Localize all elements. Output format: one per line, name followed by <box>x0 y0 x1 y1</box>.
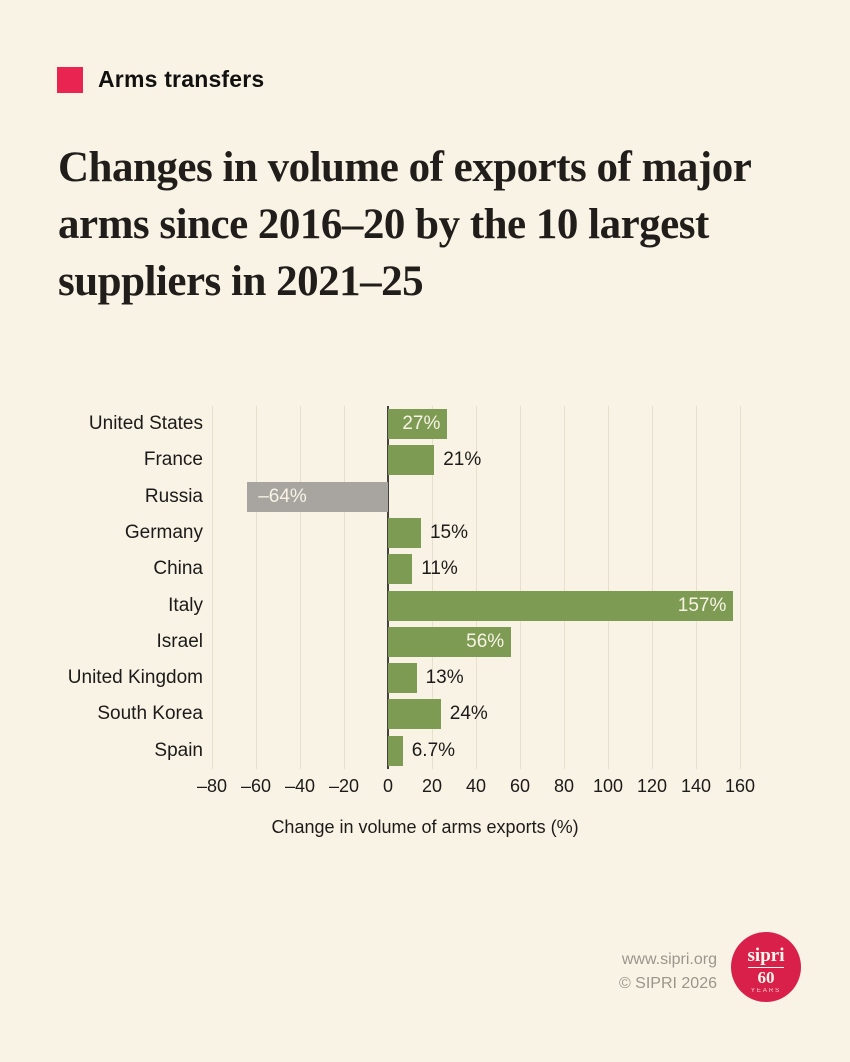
category-label-china: China <box>153 558 203 580</box>
x-tick-0: 0 <box>382 776 394 796</box>
badge-60-text: 60 <box>757 967 775 987</box>
zero-axis-line <box>387 406 389 769</box>
value-label-russia: –64% <box>258 485 307 507</box>
category-label-germany: Germany <box>124 521 203 543</box>
copyright-line: © SIPRI 2026 <box>618 975 717 992</box>
category-label-spain: Spain <box>154 739 203 761</box>
website-url: www.sipri.org <box>621 951 717 968</box>
plot-area: 27% 21% –64% 15% 11% 157% 56% 13% 24% 6.7% <box>212 406 741 769</box>
value-label-china: 11% <box>421 558 458 580</box>
category-label-russia: Russia <box>144 485 203 507</box>
x-tick-100: 100 <box>592 776 624 796</box>
x-tick-minus-40: –40 <box>284 776 316 796</box>
category-label-united-kingdom: United Kingdom <box>67 667 203 689</box>
x-tick-minus-80: –80 <box>196 776 228 796</box>
bar-russia: –64% <box>247 481 388 512</box>
gridline <box>608 406 609 769</box>
bar-united-states: 27% <box>388 409 448 439</box>
value-label-germany: 15% <box>429 521 469 543</box>
bar-france <box>388 445 435 476</box>
gridline <box>476 406 477 769</box>
bar-israel: 56% <box>388 626 512 657</box>
gridline <box>564 406 565 769</box>
x-tick-120: 120 <box>636 776 668 796</box>
category-marker-square <box>57 66 83 93</box>
gridline <box>300 406 301 769</box>
x-axis-title: Change in volume of arms exports (%) <box>271 817 579 837</box>
x-axis-ticks: –80 –60 –40 –20 0 20 40 60 80 100 120 140 160 <box>197 776 755 798</box>
bar-south-korea <box>388 699 441 730</box>
value-label-spain: 6.7% <box>411 739 456 761</box>
gridline <box>740 406 741 769</box>
x-tick-40: 40 <box>465 776 487 796</box>
value-label-israel: 56% <box>466 630 505 652</box>
bar-germany <box>388 517 421 548</box>
x-tick-20: 20 <box>421 776 443 796</box>
bar-china <box>388 554 413 585</box>
category-label: Arms transfers <box>98 66 265 92</box>
gridline <box>212 406 213 769</box>
x-tick-minus-20: –20 <box>328 776 360 796</box>
category-label-israel: Israel <box>156 630 203 652</box>
value-label-united-kingdom: 13% <box>425 667 464 689</box>
bar-spain <box>388 735 403 766</box>
bar-united-kingdom <box>388 663 417 694</box>
gridline <box>652 406 653 769</box>
value-label-united-states: 27% <box>402 413 441 434</box>
category-label-south-korea: South Korea <box>97 703 203 725</box>
gridline <box>696 406 697 769</box>
x-tick-60: 60 <box>509 776 531 796</box>
value-label-south-korea: 24% <box>449 703 488 725</box>
category-label-united-states: United States <box>88 413 203 434</box>
badge-divider <box>748 966 784 968</box>
gridline <box>432 406 433 769</box>
footer-credits: www.sipri.org © SIPRI 2026 <box>619 948 717 996</box>
gridline <box>344 406 345 769</box>
value-label-france: 21% <box>443 449 482 471</box>
badge-sipri-text: sipri <box>747 944 785 966</box>
badge-years-text: YEARS <box>750 987 782 994</box>
kicker: Arms transfers <box>57 66 264 93</box>
gridline <box>520 406 521 769</box>
sipri-60-years-badge: sipri 60 YEARS <box>731 932 801 1002</box>
chart-title: Changes in volume of exports of major ar… <box>58 144 751 305</box>
x-tick-minus-60: –60 <box>240 776 272 796</box>
x-tick-160: 160 <box>724 776 756 796</box>
x-tick-80: 80 <box>553 776 575 796</box>
x-tick-140: 140 <box>680 776 712 796</box>
category-label-france: France <box>143 449 203 471</box>
gridline <box>256 406 257 769</box>
category-label-italy: Italy <box>168 594 203 616</box>
bar-italy: 157% <box>388 590 734 621</box>
value-label-italy: 157% <box>677 594 727 616</box>
